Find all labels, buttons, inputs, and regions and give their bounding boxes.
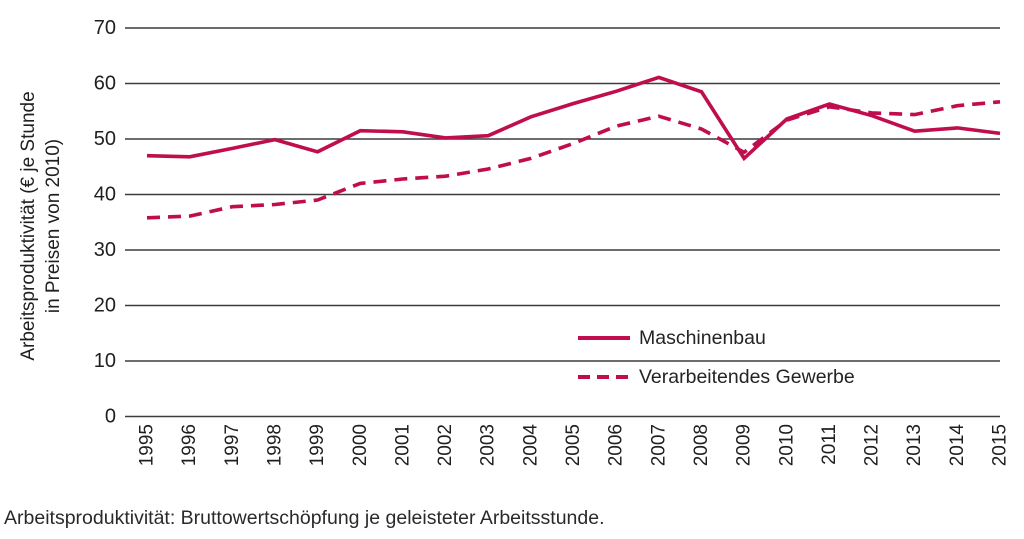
x-tick-label-1998: 1998 [264, 424, 285, 466]
y-tick-label-50: 50 [94, 128, 116, 150]
x-tick-label-2001: 2001 [392, 424, 413, 466]
x-tick-label-2005: 2005 [563, 424, 584, 466]
x-tick-label-2000: 2000 [350, 424, 371, 466]
x-tick-label-2009: 2009 [734, 424, 755, 466]
legend-label-verarbeitendes-gewerbe: Verarbeitendes Gewerbe [639, 365, 855, 388]
y-tick-label-40: 40 [94, 184, 116, 206]
y-tick-label-60: 60 [94, 73, 116, 95]
y-tick-label-10: 10 [94, 350, 116, 372]
x-tick-label-2011: 2011 [819, 424, 840, 465]
line-chart-canvas: 0 10 20 30 40 50 60 70 1995 1996 1997 1998 1999 2000 2… [94, 17, 1011, 467]
x-tick-label-2004: 2004 [520, 424, 541, 467]
x-tick-label-1995: 1995 [137, 424, 158, 466]
x-tick-label-2013: 2013 [904, 424, 925, 466]
y-axis-title-line-2: in Preisen von 2010) [43, 138, 64, 314]
x-tick-label-2003: 2003 [478, 424, 499, 466]
y-tick-label-70: 70 [94, 17, 116, 39]
chart-footnote: Arbeitsproduktivität: Bruttowertschöpfun… [4, 507, 605, 529]
y-tick-label-0: 0 [105, 406, 116, 428]
series-line-verarbeitendes-gewerbe [146, 100, 1001, 220]
x-tick-label-2015: 2015 [990, 424, 1011, 466]
solid-line-swatch-icon [578, 336, 630, 340]
legend: Maschinenbau Verarbeitendes Gewerbe [578, 326, 855, 389]
x-tick-label-1999: 1999 [307, 424, 328, 466]
x-tick-label-2014: 2014 [947, 424, 968, 467]
x-tick-label-2007: 2007 [648, 424, 669, 466]
series-line-maschinenbau [146, 75, 1001, 162]
y-axis-title-line-1: Arbeitsproduktivität (€ je Stunde [18, 91, 39, 361]
legend-label-maschinenbau: Maschinenbau [639, 326, 766, 349]
x-tick-label-1997: 1997 [222, 424, 243, 466]
dashed-line-swatch-icon [578, 375, 630, 379]
x-tick-label-2012: 2012 [862, 424, 883, 466]
legend-item-maschinenbau: Maschinenbau [578, 326, 855, 350]
x-tick-label-2010: 2010 [776, 424, 797, 466]
legend-item-verarbeitendes-gewerbe: Verarbeitendes Gewerbe [578, 365, 855, 389]
x-tick-label-2006: 2006 [606, 424, 627, 466]
y-tick-label-30: 30 [94, 239, 116, 261]
x-tick-label-1996: 1996 [179, 424, 200, 466]
y-tick-label-20: 20 [94, 295, 116, 317]
x-tick-label-2002: 2002 [435, 424, 456, 466]
x-tick-label-2008: 2008 [691, 424, 712, 466]
y-axis-title: Arbeitsproduktivität (€ je Stunde in Pre… [16, 16, 68, 436]
